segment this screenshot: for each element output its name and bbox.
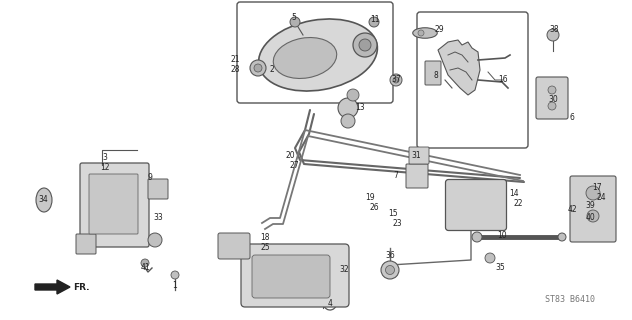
FancyBboxPatch shape <box>241 244 349 307</box>
Ellipse shape <box>413 28 437 38</box>
Text: 26: 26 <box>369 204 379 212</box>
Text: 19: 19 <box>365 194 375 203</box>
FancyBboxPatch shape <box>406 164 428 188</box>
Circle shape <box>386 266 394 275</box>
Circle shape <box>148 233 162 247</box>
Circle shape <box>369 17 379 27</box>
Text: 21: 21 <box>230 55 240 65</box>
Circle shape <box>171 271 179 279</box>
Text: 14: 14 <box>509 188 519 197</box>
Text: FR.: FR. <box>73 283 90 292</box>
Text: 42: 42 <box>567 205 577 214</box>
Ellipse shape <box>273 37 337 78</box>
Text: 2: 2 <box>270 66 274 75</box>
Circle shape <box>250 60 266 76</box>
Text: 30: 30 <box>548 95 558 105</box>
Text: 40: 40 <box>585 213 595 222</box>
Circle shape <box>587 210 599 222</box>
FancyBboxPatch shape <box>218 233 250 259</box>
Text: 23: 23 <box>392 219 402 228</box>
Circle shape <box>381 261 399 279</box>
Text: 5: 5 <box>291 13 296 22</box>
Text: 37: 37 <box>391 76 401 84</box>
FancyBboxPatch shape <box>252 255 330 298</box>
Text: 15: 15 <box>388 209 398 218</box>
Text: 13: 13 <box>355 103 365 113</box>
Text: 4: 4 <box>327 299 332 308</box>
FancyBboxPatch shape <box>446 180 506 230</box>
FancyBboxPatch shape <box>425 61 441 85</box>
Polygon shape <box>438 40 480 95</box>
Text: 7: 7 <box>394 171 398 180</box>
Circle shape <box>548 86 556 94</box>
Text: 35: 35 <box>495 263 505 273</box>
Text: 24: 24 <box>596 194 606 203</box>
Text: 32: 32 <box>339 266 349 275</box>
Circle shape <box>290 17 300 27</box>
Circle shape <box>558 233 566 241</box>
Text: 22: 22 <box>513 198 523 207</box>
Ellipse shape <box>36 188 52 212</box>
Circle shape <box>341 114 355 128</box>
Circle shape <box>390 74 402 86</box>
Text: 12: 12 <box>100 164 110 172</box>
Circle shape <box>547 29 559 41</box>
FancyBboxPatch shape <box>80 163 149 247</box>
Text: 29: 29 <box>434 26 444 35</box>
Text: 33: 33 <box>153 213 163 222</box>
Circle shape <box>472 232 482 242</box>
Text: 31: 31 <box>411 150 421 159</box>
Circle shape <box>338 98 358 118</box>
Circle shape <box>353 33 377 57</box>
Text: 17: 17 <box>592 183 602 193</box>
Text: 6: 6 <box>569 114 574 123</box>
Text: 27: 27 <box>289 161 299 170</box>
Text: 28: 28 <box>230 66 240 75</box>
Circle shape <box>485 253 495 263</box>
FancyBboxPatch shape <box>409 147 429 164</box>
FancyBboxPatch shape <box>76 234 96 254</box>
Text: 36: 36 <box>385 251 395 260</box>
Text: 20: 20 <box>285 150 295 159</box>
Text: 16: 16 <box>498 76 508 84</box>
Text: 41: 41 <box>140 263 150 273</box>
Circle shape <box>393 77 399 83</box>
Circle shape <box>141 259 149 267</box>
Text: 8: 8 <box>434 70 439 79</box>
FancyBboxPatch shape <box>148 179 168 199</box>
Circle shape <box>347 89 359 101</box>
Polygon shape <box>35 280 70 294</box>
Text: 10: 10 <box>497 230 507 239</box>
Circle shape <box>548 102 556 110</box>
Text: 9: 9 <box>147 173 152 182</box>
Text: 38: 38 <box>549 26 559 35</box>
Circle shape <box>254 64 262 72</box>
Text: 34: 34 <box>38 196 48 204</box>
Text: 1: 1 <box>173 281 178 290</box>
Circle shape <box>418 30 424 36</box>
Ellipse shape <box>258 19 377 91</box>
Circle shape <box>359 39 371 51</box>
Text: 39: 39 <box>585 201 595 210</box>
Circle shape <box>586 186 600 200</box>
FancyBboxPatch shape <box>570 176 616 242</box>
Text: 18: 18 <box>260 234 270 243</box>
Text: 25: 25 <box>260 244 270 252</box>
Text: 3: 3 <box>102 154 107 163</box>
Text: ST83 B6410: ST83 B6410 <box>545 295 595 305</box>
Text: 11: 11 <box>370 15 380 25</box>
FancyBboxPatch shape <box>89 174 138 234</box>
FancyBboxPatch shape <box>536 77 568 119</box>
